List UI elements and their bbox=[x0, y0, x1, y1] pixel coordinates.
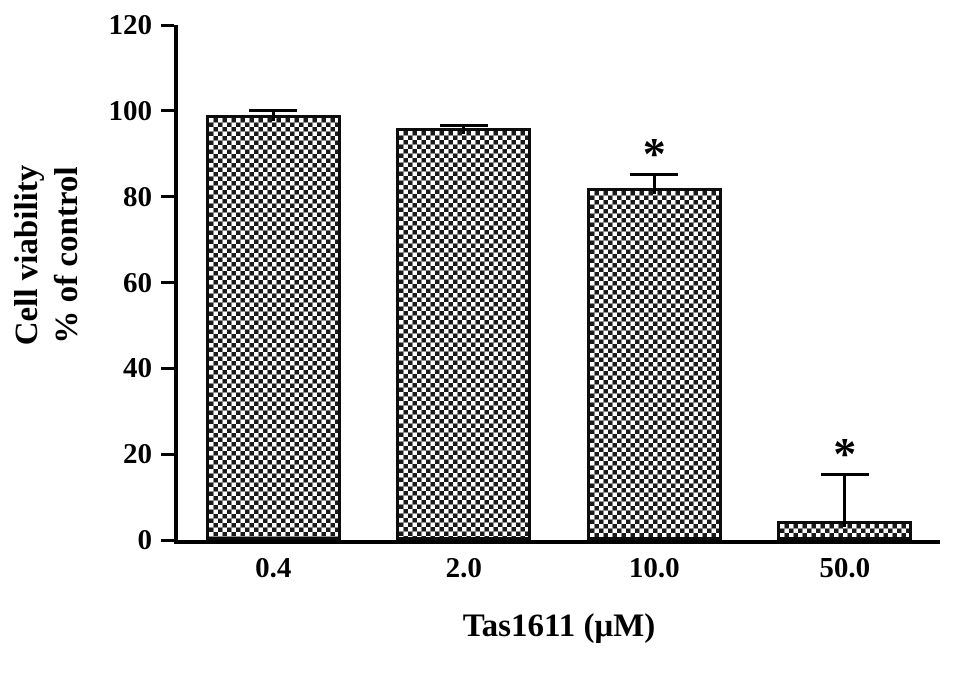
y-tick-mark bbox=[161, 538, 174, 542]
y-tick-label: 40 bbox=[123, 352, 152, 385]
error-bar-cap bbox=[439, 123, 488, 127]
bar-10.0 bbox=[586, 188, 722, 540]
error-bar-cap bbox=[630, 173, 679, 177]
error-bar-cap bbox=[249, 108, 298, 112]
x-tick-label: 10.0 bbox=[628, 552, 680, 584]
x-axis-title: Tas1611 (μM) bbox=[462, 608, 656, 644]
error-bar-stem bbox=[843, 473, 847, 527]
bar-50.0 bbox=[777, 520, 913, 540]
error-bar-stem bbox=[652, 173, 656, 195]
y-tick-mark bbox=[161, 23, 174, 27]
y-tick-label: 20 bbox=[123, 438, 152, 471]
error-bar-stem bbox=[271, 108, 275, 122]
x-tick-label: 2.0 bbox=[445, 552, 482, 584]
y-tick-mark bbox=[161, 109, 174, 113]
y-tick-mark bbox=[161, 281, 174, 284]
significance-asterisk: * bbox=[642, 128, 666, 180]
y-tick-mark bbox=[161, 452, 174, 456]
y-tick-label: 80 bbox=[123, 180, 152, 213]
x-tick-label: 0.4 bbox=[255, 552, 292, 584]
error-bar-stem bbox=[462, 123, 466, 134]
y-tick-mark bbox=[161, 366, 174, 370]
bar-0.4 bbox=[205, 115, 341, 540]
y-axis-line bbox=[174, 25, 178, 544]
error-bar-cap bbox=[820, 473, 869, 477]
x-tick-label: 50.0 bbox=[819, 552, 871, 584]
y-tick-label: 120 bbox=[108, 9, 153, 41]
y-tick-label: 100 bbox=[108, 94, 153, 127]
significance-asterisk: * bbox=[833, 428, 857, 480]
y-tick-label: 0 bbox=[137, 524, 153, 556]
y-tick-label: 60 bbox=[123, 266, 152, 299]
x-axis-line bbox=[174, 540, 940, 544]
plot-area: 0 20 40 60 80 100 120 0.4 2.0 * 10.0 * 50.0 bbox=[109, 9, 940, 584]
bar-2.0 bbox=[396, 128, 532, 540]
y-axis-title-line1: Cell viability bbox=[9, 164, 45, 346]
y-tick-mark bbox=[161, 195, 174, 199]
